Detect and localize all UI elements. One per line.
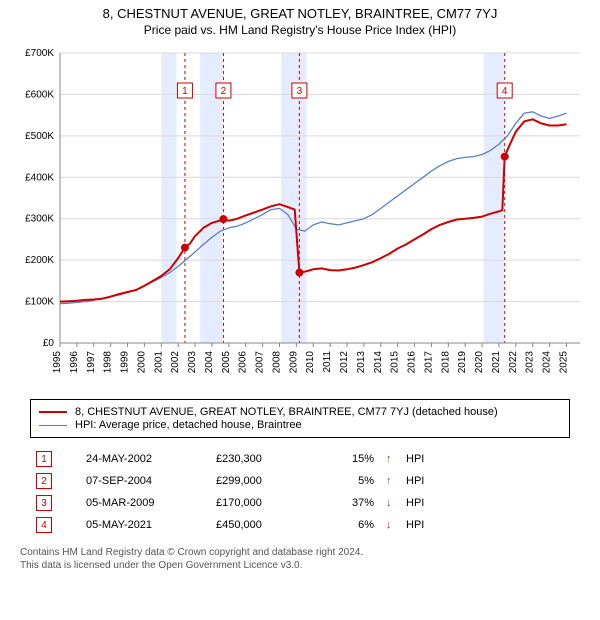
sale-marker-3: 3	[36, 495, 52, 511]
svg-text:2013: 2013	[356, 351, 367, 374]
svg-text:£600K: £600K	[25, 89, 54, 100]
svg-text:2024: 2024	[542, 351, 553, 374]
svg-text:2022: 2022	[508, 351, 519, 374]
sale-marker-1: 1	[36, 451, 52, 467]
sales-row: 3 05-MAR-2009£170,00037%↓HPI	[30, 492, 570, 514]
sale-vs: HPI	[400, 470, 570, 492]
svg-text:3: 3	[297, 86, 303, 97]
svg-text:£0: £0	[43, 338, 55, 349]
sales-row: 2 07-SEP-2004£299,0005%↑HPI	[30, 470, 570, 492]
sale-direction-icon: ↑	[380, 448, 400, 470]
sale-direction-icon: ↑	[380, 470, 400, 492]
svg-text:2009: 2009	[288, 351, 299, 374]
svg-text:2023: 2023	[525, 351, 536, 374]
footnote-line2: This data is licensed under the Open Gov…	[20, 559, 580, 572]
sale-price: £170,000	[210, 492, 320, 514]
svg-text:1996: 1996	[69, 351, 80, 374]
svg-text:2000: 2000	[136, 351, 147, 374]
svg-text:1999: 1999	[120, 351, 131, 374]
sale-vs: HPI	[400, 448, 570, 470]
svg-text:2001: 2001	[153, 351, 164, 374]
svg-text:2019: 2019	[457, 351, 468, 374]
svg-text:£100K: £100K	[25, 297, 54, 308]
legend-swatch-property	[39, 411, 67, 413]
svg-text:£400K: £400K	[25, 172, 54, 183]
chart-subtitle: Price paid vs. HM Land Registry's House …	[10, 23, 590, 37]
svg-text:2002: 2002	[170, 351, 181, 374]
sale-date: 05-MAR-2009	[80, 492, 210, 514]
svg-text:2012: 2012	[339, 351, 350, 374]
svg-text:2005: 2005	[221, 351, 232, 374]
chart-container: 8, CHESTNUT AVENUE, GREAT NOTLEY, BRAINT…	[0, 0, 600, 582]
svg-text:£700K: £700K	[25, 48, 54, 59]
sale-marker-2: 2	[36, 473, 52, 489]
legend-swatch-hpi	[39, 425, 67, 426]
sale-price: £230,300	[210, 448, 320, 470]
legend-item-hpi: HPI: Average price, detached house, Brai…	[39, 419, 561, 431]
sale-date: 24-MAY-2002	[80, 448, 210, 470]
sale-delta: 37%	[320, 492, 380, 514]
sales-row: 1 24-MAY-2002£230,30015%↑HPI	[30, 448, 570, 470]
svg-text:1998: 1998	[103, 351, 114, 374]
chart-title: 8, CHESTNUT AVENUE, GREAT NOTLEY, BRAINT…	[10, 6, 590, 21]
svg-text:£200K: £200K	[25, 255, 54, 266]
sale-direction-icon: ↓	[380, 514, 400, 536]
sale-date: 07-SEP-2004	[80, 470, 210, 492]
footnote-line1: Contains HM Land Registry data © Crown c…	[20, 546, 580, 559]
svg-text:£500K: £500K	[25, 131, 54, 142]
sale-price: £450,000	[210, 514, 320, 536]
svg-text:1995: 1995	[52, 351, 63, 374]
svg-text:2: 2	[221, 86, 227, 97]
svg-text:2003: 2003	[187, 351, 198, 374]
sale-delta: 6%	[320, 514, 380, 536]
svg-text:2016: 2016	[407, 351, 418, 374]
sale-vs: HPI	[400, 492, 570, 514]
svg-text:1997: 1997	[86, 351, 97, 374]
sale-marker-4: 4	[36, 517, 52, 533]
sale-price: £299,000	[210, 470, 320, 492]
footnote: Contains HM Land Registry data © Crown c…	[20, 546, 580, 572]
svg-text:2011: 2011	[322, 351, 333, 373]
sale-direction-icon: ↓	[380, 492, 400, 514]
chart-plot-area: £0 £100K £200K £300K £400K £500K £600K £700K 199…	[10, 43, 590, 393]
svg-text:2008: 2008	[271, 351, 282, 374]
legend: 8, CHESTNUT AVENUE, GREAT NOTLEY, BRAINT…	[30, 399, 570, 438]
svg-text:2017: 2017	[423, 351, 434, 374]
svg-text:4: 4	[502, 86, 508, 97]
sale-delta: 15%	[320, 448, 380, 470]
legend-label-property: 8, CHESTNUT AVENUE, GREAT NOTLEY, BRAINT…	[75, 406, 498, 418]
legend-label-hpi: HPI: Average price, detached house, Brai…	[75, 419, 302, 431]
svg-text:2004: 2004	[204, 351, 215, 374]
line-chart-svg: £0 £100K £200K £300K £400K £500K £600K £700K 199…	[10, 43, 590, 393]
svg-text:2006: 2006	[238, 351, 249, 374]
legend-item-property: 8, CHESTNUT AVENUE, GREAT NOTLEY, BRAINT…	[39, 406, 561, 418]
svg-text:2014: 2014	[373, 351, 384, 374]
sale-vs: HPI	[400, 514, 570, 536]
svg-text:1: 1	[182, 86, 188, 97]
sales-table: 124-MAY-2002£230,30015%↑HPI207-SEP-2004£…	[30, 448, 570, 536]
svg-text:2018: 2018	[440, 351, 451, 374]
svg-text:2010: 2010	[305, 351, 316, 374]
sale-delta: 5%	[320, 470, 380, 492]
svg-text:2007: 2007	[255, 351, 266, 374]
svg-text:2025: 2025	[558, 351, 569, 374]
sale-date: 05-MAY-2021	[80, 514, 210, 536]
svg-text:2021: 2021	[491, 351, 502, 374]
svg-text:£300K: £300K	[25, 214, 54, 225]
sales-row: 4 05-MAY-2021£450,0006%↓HPI	[30, 514, 570, 536]
svg-text:2015: 2015	[390, 351, 401, 374]
svg-text:2020: 2020	[474, 351, 485, 374]
